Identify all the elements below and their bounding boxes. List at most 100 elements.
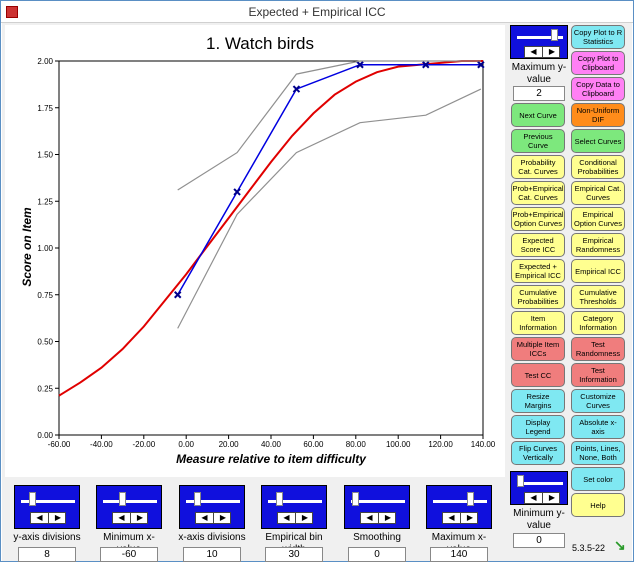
arrow-right-icon[interactable]: ▶: [384, 513, 392, 522]
category-information-button[interactable]: Category Information: [571, 311, 625, 335]
max-y-slider[interactable]: ◀ ▶: [510, 25, 568, 59]
slider-label: y-axis divisions: [13, 532, 81, 543]
slider-track: [517, 36, 563, 39]
x-tick-label: 120.00: [428, 440, 453, 449]
bottom-slider[interactable]: ◀ ▶: [261, 485, 327, 529]
prob-empirical-option-curves-button[interactable]: Prob+Empirical Option Curves: [511, 207, 565, 231]
probability-cat-curves-button[interactable]: Probability Cat. Curves: [511, 155, 565, 179]
slider-thumb[interactable]: [352, 492, 359, 506]
slider-thumb[interactable]: [194, 492, 201, 506]
customize-curves-button[interactable]: Customize Curves: [571, 389, 625, 413]
expected-score-icc-button[interactable]: Expected Score ICC: [511, 233, 565, 257]
empirical-point: [422, 61, 430, 69]
y-tick-label: 0.00: [37, 431, 53, 440]
slider-arrows: ◀ ▶: [524, 46, 560, 58]
slider-arrows: ◀ ▶: [195, 512, 231, 524]
expected-empirical-icc-button[interactable]: Expected + Empirical ICC: [511, 259, 565, 283]
arrow-left-icon[interactable]: ◀: [443, 513, 461, 523]
previous-curve-button[interactable]: Previous Curve: [511, 129, 565, 153]
empirical-cat-curves-button[interactable]: Empirical Cat. Curves: [571, 181, 625, 205]
bottom-slider[interactable]: ◀ ▶: [14, 485, 80, 529]
next-curve-button[interactable]: Next Curve: [511, 103, 565, 127]
absolute-x-axis-button[interactable]: Absolute x-axis: [571, 415, 625, 439]
test-cc-button[interactable]: Test CC: [511, 363, 565, 387]
arrow-right-icon[interactable]: ▶: [548, 47, 556, 56]
non-uniform-dif-button[interactable]: Non-Uniform DIF: [571, 103, 625, 127]
display-legend-button[interactable]: Display Legend: [511, 415, 565, 439]
slider-value-field[interactable]: 140: [430, 547, 488, 562]
min-y-slider[interactable]: ◀ ▶: [510, 471, 568, 505]
empirical-icc-button[interactable]: Empirical ICC: [571, 259, 625, 283]
x-tick-label: 100.00: [386, 440, 411, 449]
cumulative-thresholds-button[interactable]: Cumulative Thresholds: [571, 285, 625, 309]
bottom-slider[interactable]: ◀ ▶: [344, 485, 410, 529]
slider-value-field[interactable]: 0: [348, 547, 406, 562]
slider-value-field[interactable]: -60: [100, 547, 158, 562]
arrow-right-icon[interactable]: ▶: [136, 513, 144, 522]
arrow-left-icon[interactable]: ◀: [525, 47, 543, 57]
x-tick-label: 20.00: [219, 440, 240, 449]
multiple-item-iccs-button[interactable]: Multiple Item ICCs: [511, 337, 565, 361]
empirical-option-curves-button[interactable]: Empirical Option Curves: [571, 207, 625, 231]
empirical-point: [477, 61, 485, 69]
min-y-value-field[interactable]: 0: [513, 533, 565, 548]
slider-thumb[interactable]: [517, 475, 524, 487]
slider-arrows: ◀ ▶: [442, 512, 478, 524]
x-tick-label: -40.00: [90, 440, 113, 449]
slider-thumb[interactable]: [467, 492, 474, 506]
slider-value-field[interactable]: 30: [265, 547, 323, 562]
cumulative-probabilities-button[interactable]: Cumulative Probabilities: [511, 285, 565, 309]
y-tick-label: 2.00: [37, 57, 53, 66]
bottom-slider[interactable]: ◀ ▶: [179, 485, 245, 529]
resize-margins-button[interactable]: Resize Margins: [511, 389, 565, 413]
arrow-left-icon[interactable]: ◀: [196, 513, 214, 523]
empirical-randomness-button[interactable]: Empirical Randomness: [571, 233, 625, 257]
bottom-slider[interactable]: ◀ ▶: [426, 485, 492, 529]
prob-empirical-cat-curves-button[interactable]: Prob+Empirical Cat. Curves: [511, 181, 565, 205]
bottom-slider-group: ◀▶Maximum x-value140: [426, 485, 498, 562]
arrow-right-icon[interactable]: ▶: [466, 513, 474, 522]
slider-arrows: ◀ ▶: [277, 512, 313, 524]
points-lines-button[interactable]: Points, Lines, None, Both: [571, 441, 625, 465]
max-y-value-field[interactable]: 2: [513, 86, 565, 101]
version-label: 5.3.5-22: [572, 543, 606, 553]
x-tick-label: -60.00: [48, 440, 71, 449]
conditional-probabilities-button[interactable]: Conditional Probabilities: [571, 155, 625, 179]
title-bar[interactable]: Expected + Empirical ICC: [1, 1, 633, 23]
arrow-right-icon[interactable]: ▶: [548, 493, 556, 502]
chart-title: 1. Watch birds: [206, 34, 314, 53]
test-randomness-button[interactable]: Test Randomness: [571, 337, 625, 361]
slider-thumb[interactable]: [29, 492, 36, 506]
arrow-left-icon[interactable]: ◀: [31, 513, 49, 523]
bottom-slider-group: ◀ ▶ y-axis divisions 8: [13, 485, 86, 562]
arrow-left-icon[interactable]: ◀: [113, 513, 131, 523]
slider-thumb[interactable]: [119, 492, 126, 506]
arrow-left-icon[interactable]: ◀: [278, 513, 296, 523]
set-color-button[interactable]: Set color: [571, 467, 625, 491]
arrow-left-icon[interactable]: ◀: [525, 493, 543, 503]
x-tick-label: 140.00: [471, 440, 496, 449]
slider-thumb[interactable]: [276, 492, 283, 506]
bottom-slider[interactable]: ◀ ▶: [96, 485, 162, 529]
y-tick-label: 1.25: [37, 197, 53, 206]
test-information-button[interactable]: Test Information: [571, 363, 625, 387]
select-curves-button[interactable]: Select Curves: [571, 129, 625, 153]
copy-plot-clipboard-button[interactable]: Copy Plot to Clipboard: [571, 51, 625, 75]
help-button[interactable]: Help: [571, 493, 625, 517]
flip-curves-vertically-button[interactable]: Flip Curves Vertically: [511, 441, 565, 465]
arrow-right-icon[interactable]: ▶: [219, 513, 227, 522]
slider-value-field[interactable]: 10: [183, 547, 241, 562]
arrow-right-icon[interactable]: ▶: [54, 513, 62, 522]
copy-data-clipboard-button[interactable]: Copy Data to Clipboard: [571, 77, 625, 101]
upper-confidence-curve: [177, 60, 481, 191]
arrow-left-icon[interactable]: ◀: [361, 513, 379, 523]
copy-plot-r-button[interactable]: Copy Plot to R Statistics: [571, 25, 625, 49]
slider-value-field[interactable]: 8: [18, 547, 76, 562]
arrow-right-icon[interactable]: ▶: [301, 513, 309, 522]
empirical-point: [174, 291, 182, 299]
resize-grip-icon[interactable]: ↘: [614, 537, 626, 553]
slider-thumb[interactable]: [551, 29, 558, 41]
item-information-button[interactable]: Item Information: [511, 311, 565, 335]
slider-track: [268, 500, 322, 503]
y-tick-label: 1.00: [37, 244, 53, 253]
